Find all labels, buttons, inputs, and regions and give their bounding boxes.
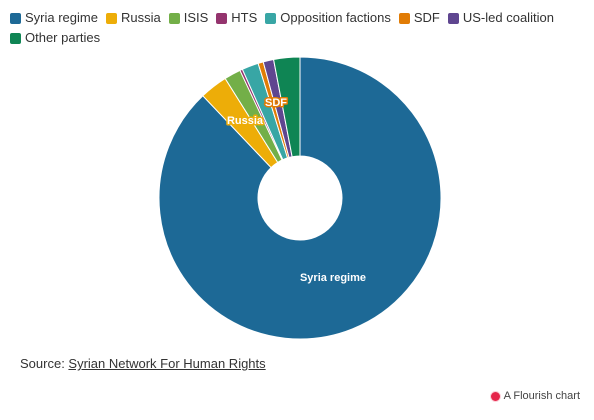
slice-syria-regime[interactable] (158, 56, 442, 340)
legend-swatch-other-parties (10, 32, 21, 44)
legend-swatch-syria-regime (10, 12, 21, 24)
legend-item-russia[interactable]: Russia (105, 10, 161, 26)
legend-label-us-led-coalition: US-led coalition (462, 10, 554, 25)
legend-swatch-sdf (398, 12, 410, 24)
slice-label-sdf: SDF (265, 97, 287, 109)
legend-swatch-opposition-factions (265, 12, 277, 24)
legend-label-russia: Russia (120, 10, 161, 25)
legend-label-hts: HTS (231, 10, 258, 25)
source-note: Source: Syrian Network For Human Rights (20, 356, 266, 371)
legend-swatch-us-led-coalition (447, 12, 459, 24)
legend-item-other-parties[interactable]: Other parties (10, 30, 100, 46)
legend-label-isis: ISIS (183, 10, 209, 25)
legend-label-opposition-factions: Opposition factions (280, 10, 391, 25)
slice-label-syria-regime: Syria regime (300, 272, 366, 284)
source-link[interactable]: Syrian Network For Human Rights (68, 356, 266, 371)
flourish-credit-label: A Flourish chart (503, 390, 580, 402)
legend-swatch-russia (105, 12, 117, 24)
flourish-logo-icon (490, 391, 500, 401)
slice-label-russia: Russia (227, 115, 264, 127)
legend-item-syria-regime[interactable]: Syria regime (10, 10, 98, 26)
legend-label-syria-regime: Syria regime (25, 10, 98, 25)
legend-item-sdf[interactable]: SDF (398, 10, 440, 26)
chart-legend: Syria regime Russia ISIS HTS Opposition fact… (10, 10, 570, 46)
legend-swatch-hts (216, 12, 228, 24)
legend-item-opposition-factions[interactable]: Opposition factions (265, 10, 391, 26)
legend-label-other-parties: Other parties (25, 30, 101, 45)
legend-item-hts[interactable]: HTS (216, 10, 257, 26)
legend-item-isis[interactable]: ISIS (168, 10, 209, 26)
source-prefix: Source: (20, 356, 69, 371)
legend-swatch-isis (168, 12, 180, 24)
slice-other-parties[interactable] (272, 56, 301, 158)
legend-label-sdf: SDF (413, 10, 440, 25)
legend-item-us-led-coalition[interactable]: US-led coalition (447, 10, 554, 26)
flourish-credit[interactable]: A Flourish chart (490, 390, 580, 402)
